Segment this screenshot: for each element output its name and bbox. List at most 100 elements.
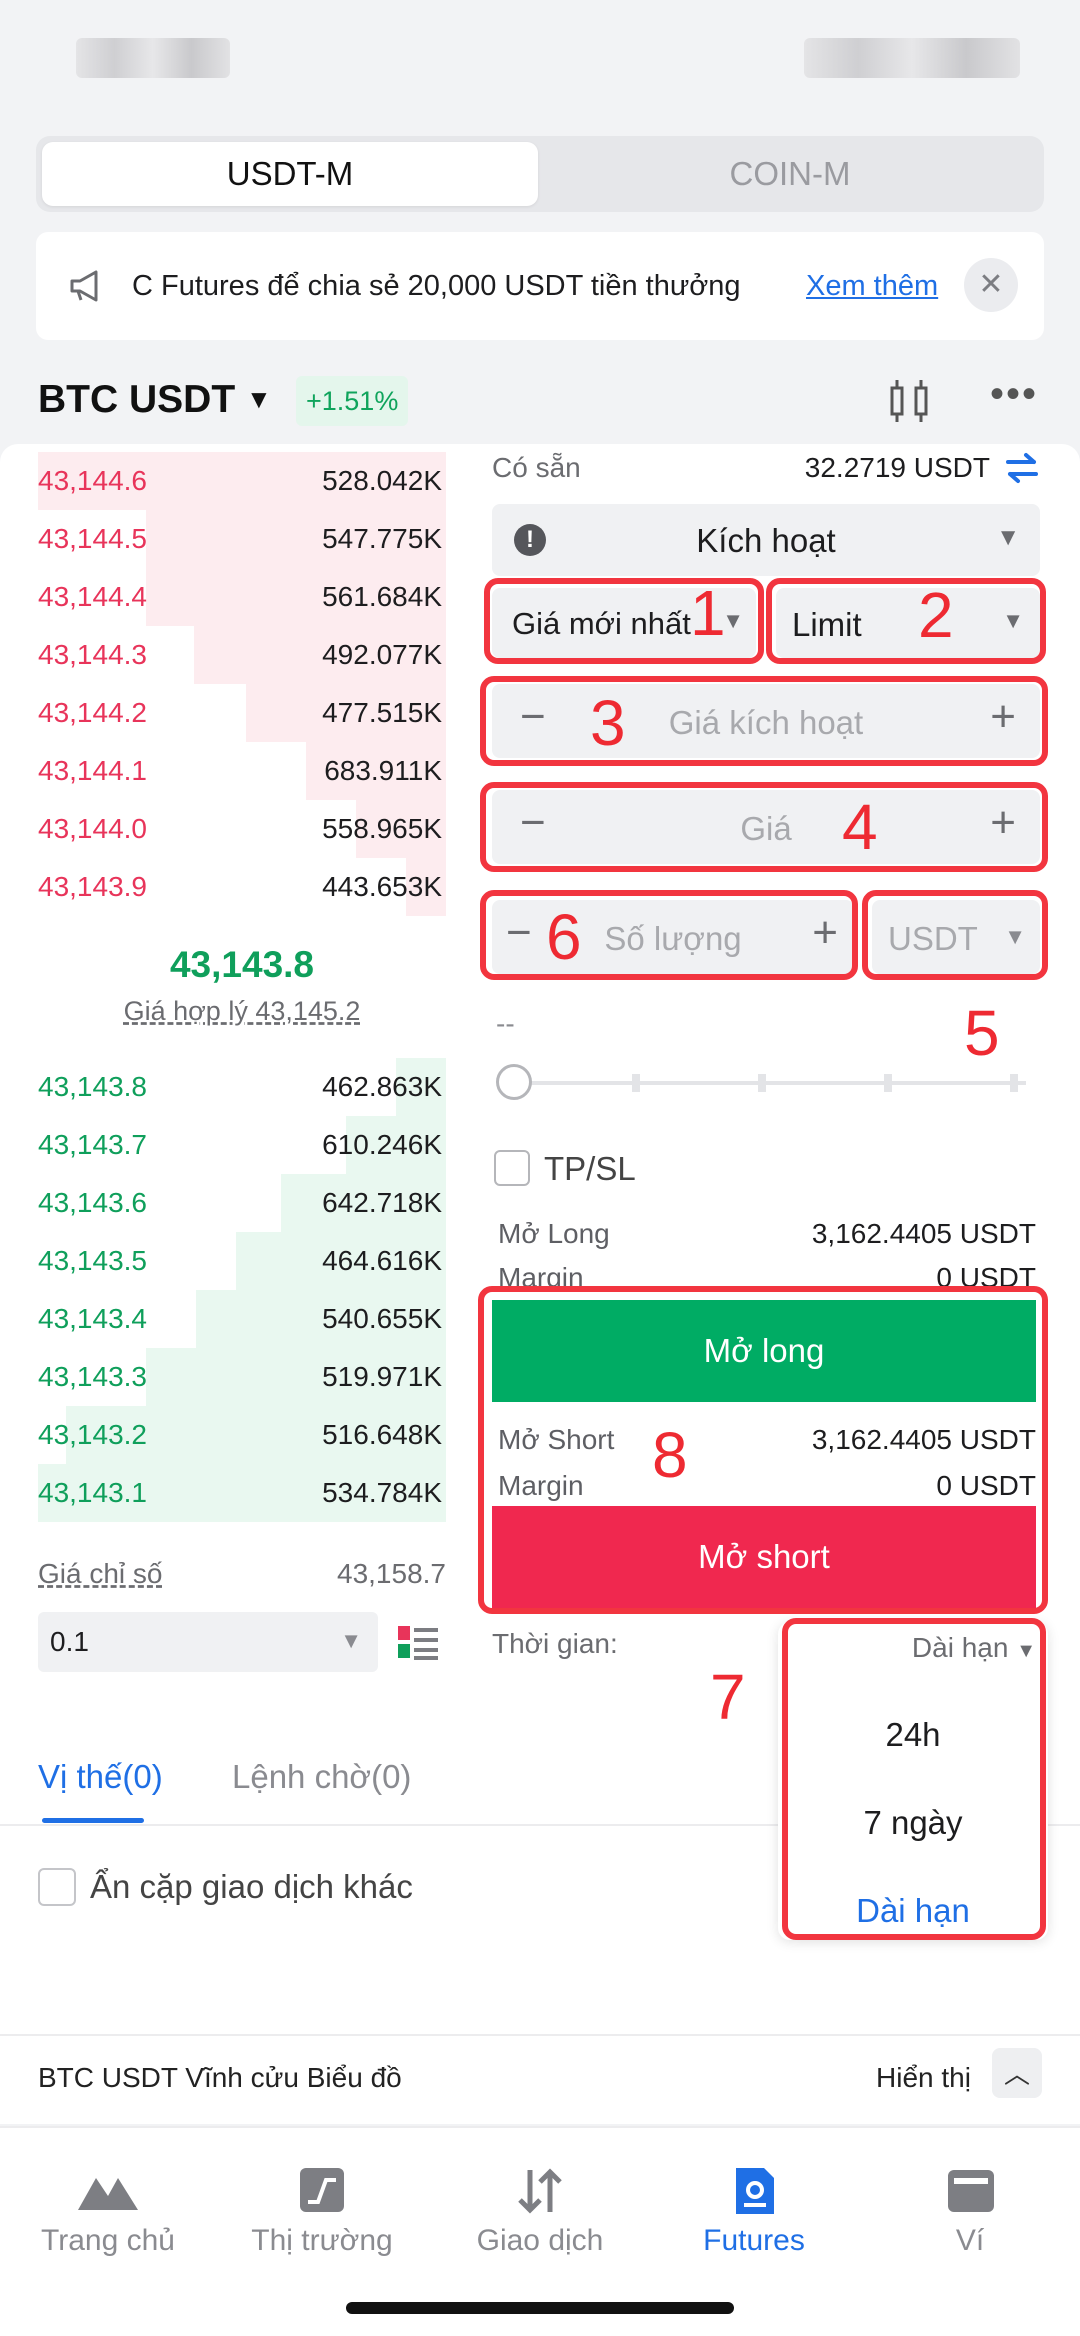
nav-futures[interactable]: Futures xyxy=(654,2166,854,2258)
symbol-selector[interactable]: BTC USDT ▼ xyxy=(38,378,272,422)
price-input[interactable]: − Giá + xyxy=(492,790,1040,864)
bid-row[interactable]: 43,143.6 642.718K xyxy=(38,1174,446,1232)
ask-row[interactable]: 43,144.5 547.775K xyxy=(38,510,446,568)
caret-down-icon: ▼ xyxy=(340,1628,362,1653)
long-cost-value: 3,162.4405 USDT xyxy=(811,1218,1036,1249)
megaphone-icon xyxy=(70,270,98,302)
price-placeholder: Giá xyxy=(740,810,792,847)
wallet-icon xyxy=(948,2170,994,2212)
leverage-slider[interactable] xyxy=(496,1064,1026,1100)
bid-row[interactable]: 43,143.2 516.648K xyxy=(38,1406,446,1464)
ask-row[interactable]: 43,144.6 528.042K xyxy=(38,452,446,510)
caret-down-icon: ▼ xyxy=(722,608,744,633)
annotation-7: 7 xyxy=(710,1661,746,1733)
bid-row[interactable]: 43,143.1 534.784K xyxy=(38,1464,446,1522)
banner-more-link[interactable]: Xem thêm xyxy=(796,232,939,340)
unit-value: USDT xyxy=(888,920,978,957)
ask-row[interactable]: 43,144.1 683.911K xyxy=(38,742,446,800)
bid-row[interactable]: 43,143.8 462.863K xyxy=(38,1058,446,1116)
nav-trade[interactable]: Giao dịch xyxy=(440,2166,640,2258)
unit-select[interactable]: USDT ▼ xyxy=(872,900,1040,974)
tpsl-checkbox[interactable] xyxy=(494,1150,530,1186)
tab-open-orders[interactable]: Lệnh chờ(0) xyxy=(232,1758,412,1795)
more-menu-icon[interactable]: ••• xyxy=(990,372,1039,416)
order-type-select[interactable]: ! Kích hoạt ▼ xyxy=(492,504,1040,576)
annotation-8: 8 xyxy=(652,1419,688,1491)
annotation-6: 6 xyxy=(546,901,582,973)
nav-market[interactable]: Thị trường xyxy=(222,2166,422,2258)
plus-icon[interactable]: + xyxy=(990,798,1016,847)
bid-row[interactable]: 43,143.3 519.971K xyxy=(38,1348,446,1406)
fair-price[interactable]: Giá hợp lý 43,145.2 xyxy=(123,996,361,1026)
exec-type-value: Limit xyxy=(792,606,862,643)
open-long-button[interactable]: Mở long xyxy=(492,1300,1036,1402)
highlight-long-short xyxy=(478,1286,1048,1614)
minus-icon[interactable]: − xyxy=(520,798,546,847)
short-margin-value: 0 USDT xyxy=(936,1470,1036,1501)
market-icon xyxy=(300,2168,344,2212)
close-icon[interactable]: ✕ xyxy=(964,258,1018,312)
bid-row[interactable]: 43,143.5 464.616K xyxy=(38,1232,446,1290)
ask-row[interactable]: 43,144.4 561.684K xyxy=(38,568,446,626)
index-price-label: Giá chỉ số xyxy=(38,1558,163,1589)
order-type-value: Kích hoạt xyxy=(696,522,836,559)
annotation-4: 4 xyxy=(842,791,878,863)
annotation-3: 3 xyxy=(590,687,626,759)
status-time-blurred xyxy=(76,38,230,78)
tab-usdt-m[interactable]: USDT-M xyxy=(42,142,538,206)
trigger-source-select[interactable]: Giá mới nhất ▼ xyxy=(492,588,756,658)
annotation-1: 1 xyxy=(690,577,726,649)
caret-down-icon: ▼ xyxy=(1002,608,1024,633)
transfer-icon[interactable] xyxy=(1004,452,1040,484)
active-tab-indicator xyxy=(42,1818,144,1823)
option-24h[interactable]: 24h xyxy=(885,1716,941,1753)
quantity-placeholder: Số lượng xyxy=(604,920,742,957)
long-cost-label: Mở Long xyxy=(498,1218,610,1249)
caret-down-icon: ▼ xyxy=(996,524,1020,551)
caret-down-icon: ▼ xyxy=(1016,1640,1036,1662)
bid-row[interactable]: 43,143.7 610.246K xyxy=(38,1116,446,1174)
option-7-days[interactable]: 7 ngày xyxy=(863,1804,963,1841)
orderbook-layout-icon[interactable] xyxy=(396,1622,440,1662)
minus-icon[interactable]: − xyxy=(520,692,546,741)
trade-icon xyxy=(518,2168,562,2214)
nav-wallet[interactable]: Ví xyxy=(870,2166,1070,2258)
chart-bar-title: BTC USDT Vĩnh cửu Biểu đồ xyxy=(38,2062,402,2093)
highlight-exec-type xyxy=(766,578,1046,664)
candlestick-chart-icon[interactable] xyxy=(884,378,934,424)
nav-home[interactable]: Trang chủ xyxy=(8,2166,208,2258)
banner-text: C Futures để chia sẻ 20,000 USDT tiền th… xyxy=(132,270,741,302)
open-short-button[interactable]: Mở short xyxy=(492,1506,1036,1608)
index-price-value: 43,158.7 xyxy=(337,1558,446,1589)
status-icons-blurred xyxy=(804,38,1020,78)
precision-select[interactable]: 0.1 ▼ xyxy=(38,1612,378,1672)
home-indicator xyxy=(346,2302,734,2314)
highlight-dropdown xyxy=(782,1618,1046,1940)
minus-icon[interactable]: − xyxy=(506,908,532,957)
bid-row[interactable]: 43,143.4 540.655K xyxy=(38,1290,446,1348)
chevron-up-icon[interactable]: ︿ xyxy=(992,2048,1042,2098)
slider-handle[interactable] xyxy=(496,1064,532,1100)
ask-row[interactable]: 43,144.3 492.077K xyxy=(38,626,446,684)
quantity-input[interactable]: − Số lượng + xyxy=(492,900,854,974)
ask-row[interactable]: 43,144.0 558.965K xyxy=(38,800,446,858)
plus-icon[interactable]: + xyxy=(990,692,1016,741)
trigger-price-input[interactable]: − Giá kích hoạt + xyxy=(492,684,1040,758)
symbol-name: BTC USDT xyxy=(38,378,236,421)
trigger-source-value: Giá mới nhất xyxy=(512,606,691,641)
highlight-unit xyxy=(862,890,1048,980)
tabs-divider xyxy=(0,1824,1080,1826)
hide-other-label: Ẩn cặp giao dịch khác xyxy=(90,1868,413,1905)
ask-row[interactable]: 43,144.2 477.515K xyxy=(38,684,446,742)
tpsl-label: TP/SL xyxy=(544,1150,636,1187)
tab-positions[interactable]: Vị thế(0) xyxy=(38,1758,163,1795)
option-long-term[interactable]: Dài hạn xyxy=(856,1892,970,1929)
chart-bar[interactable]: BTC USDT Vĩnh cửu Biểu đồ Hiển thị ︿ xyxy=(0,2034,1080,2124)
tab-coin-m[interactable]: COIN-M xyxy=(729,155,851,192)
ask-row[interactable]: 43,143.9 443.653K xyxy=(38,858,446,916)
dropdown-current[interactable]: Dài hạn ▼ xyxy=(912,1632,1036,1664)
hide-other-checkbox[interactable] xyxy=(38,1868,76,1906)
futures-icon xyxy=(736,2168,774,2214)
plus-icon[interactable]: + xyxy=(812,908,838,957)
exec-type-select[interactable]: Limit ▼ xyxy=(776,588,1040,658)
